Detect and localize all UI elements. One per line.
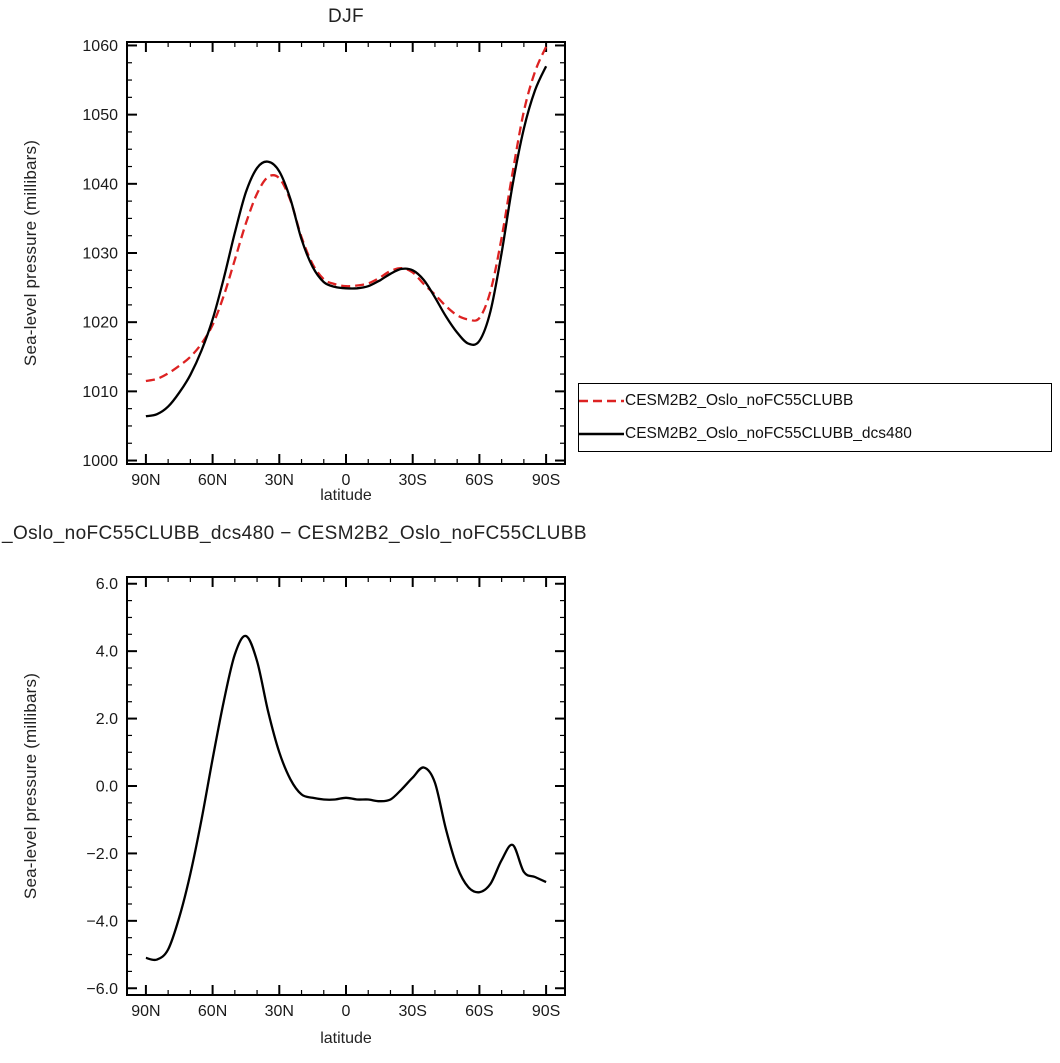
x-tick-label: 90S [532,472,560,489]
plot-frame [126,576,566,996]
y-tick-label: 1010 [82,384,118,401]
y-tick-label: 1050 [82,107,118,124]
bottom-chart-xlabel: latitude [320,1030,372,1047]
y-tick-label: 0.0 [96,779,118,796]
bottom-chart-ylabel: Sea-level pressure (millibars) [21,672,40,900]
top-chart-ylabel: Sea-level pressure (millibars) [21,139,40,367]
legend-line-sample-icon [579,432,624,436]
x-tick-label: 90N [131,1003,160,1020]
x-tick-label: 30N [265,1003,294,1020]
y-tick-label: 1060 [82,38,118,55]
y-tick-label: −6.0 [86,981,118,998]
plot-frame [126,41,566,465]
legend-line-sample-icon [579,399,624,403]
x-tick-label: 0 [342,472,351,489]
axis-ticks [127,577,565,995]
x-tick-label: 60N [198,472,227,489]
x-tick-label: 60N [198,1003,227,1020]
x-tick-label: 60S [465,472,493,489]
top-chart-title: DJF [327,6,365,27]
x-tick-label: 90S [532,1003,560,1020]
legend: CESM2B2_Oslo_noFC55CLUBB CESM2B2_Oslo_noF… [578,383,1052,452]
y-tick-label: 1020 [82,315,118,332]
y-tick-label: 2.0 [96,711,118,728]
legend-entry: CESM2B2_Oslo_noFC55CLUBB_dcs480 [579,418,1051,450]
bottom-chart: 90N 60N 30N 0 30S 60S 90S 6.0 4.0 2.0 0.0 −2.0 −4.0 −… [86,576,566,1020]
legend-entry-label: CESM2B2_Oslo_noFC55CLUBB_dcs480 [625,425,912,442]
x-tick-label: 90N [131,472,160,489]
x-tick-label: 30N [265,472,294,489]
y-tick-label: 4.0 [96,644,118,661]
y-tick-label: 6.0 [96,576,118,593]
x-tick-label: 30S [398,1003,426,1020]
legend-entry: CESM2B2_Oslo_noFC55CLUBB [579,385,1051,417]
series-line-CESM2B2_Oslo_noFC55CLUBB_dcs480 [145,65,548,418]
x-tick-label: 30S [398,472,426,489]
y-tick-label: 1040 [82,176,118,193]
top-chart: 90N 60N 30N 0 30S 60S 90S 1000 1010 1020 1030 1040 1… [82,38,566,489]
series-line-difference_dcs480_minus_noFC55CLUBB [145,634,547,962]
top-chart-xlabel: latitude [320,487,372,504]
bottom-chart-title: _Oslo_noFC55CLUBB_dcs480 − CESM2B2_Oslo_… [2,523,587,544]
y-tick-label: 1030 [82,246,118,263]
y-tick-label: 1000 [82,453,118,470]
axis-ticks [127,42,565,464]
x-tick-label: 60S [465,1003,493,1020]
series-line-CESM2B2_Oslo_noFC55CLUBB [145,46,548,383]
y-tick-label: −2.0 [86,846,118,863]
legend-entry-label: CESM2B2_Oslo_noFC55CLUBB [625,392,854,409]
x-tick-label: 0 [342,1003,351,1020]
y-tick-label: −4.0 [86,913,118,930]
